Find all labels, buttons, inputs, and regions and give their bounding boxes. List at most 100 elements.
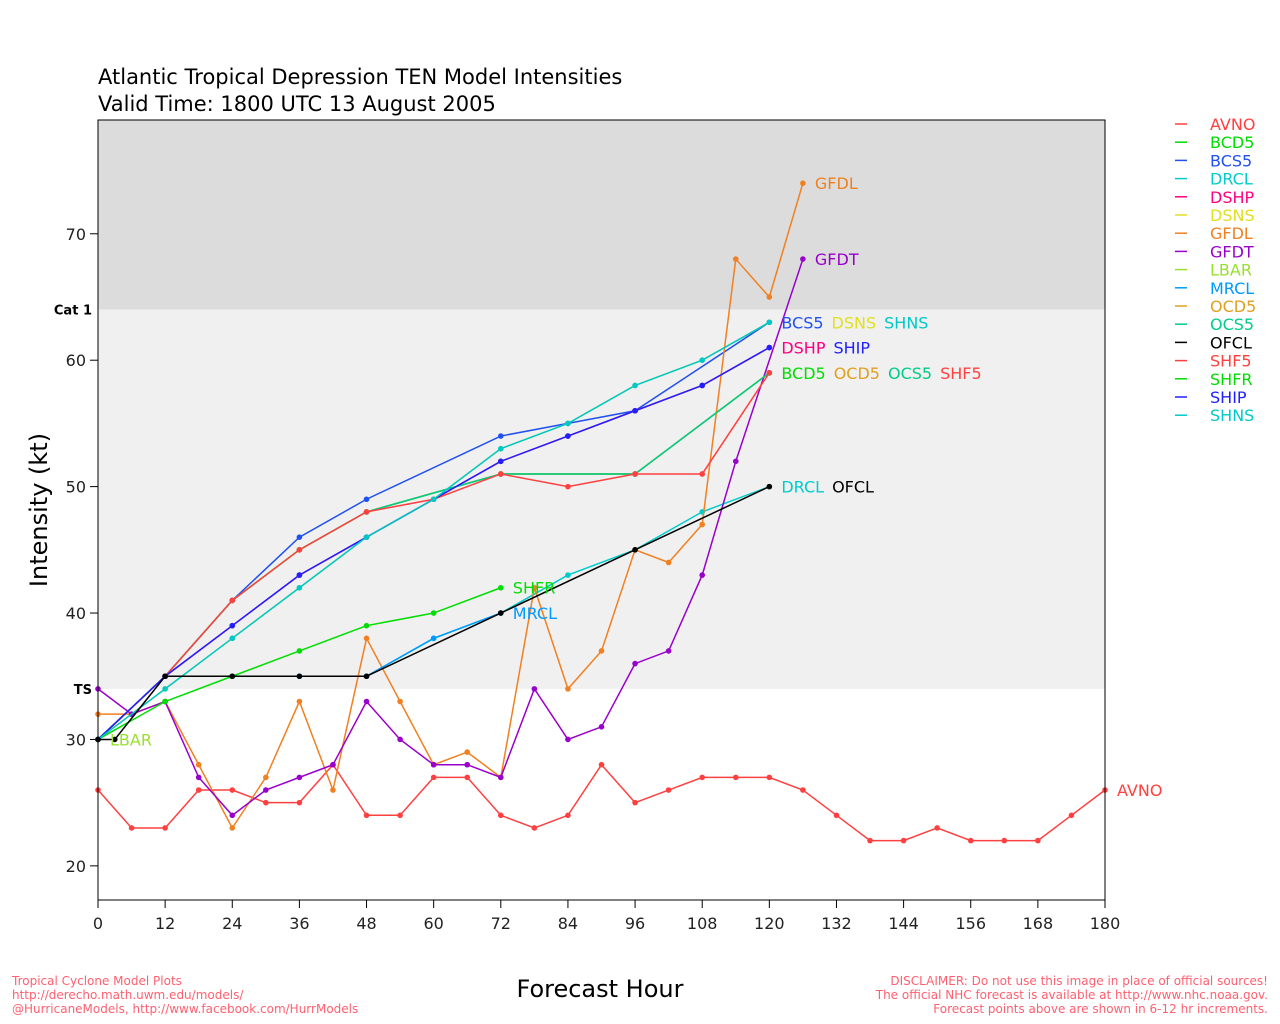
x-tick-label: 132	[821, 914, 852, 933]
data-point	[229, 787, 236, 793]
data-point	[967, 837, 974, 844]
legend-label: DSHP	[1210, 188, 1255, 207]
data-point	[229, 812, 236, 819]
data-point	[498, 445, 504, 452]
data-point	[296, 572, 303, 578]
data-point	[900, 837, 907, 844]
data-point	[632, 382, 638, 389]
data-point	[464, 774, 471, 781]
data-point	[632, 471, 638, 477]
data-point	[1035, 837, 1041, 844]
data-point	[162, 698, 168, 705]
series-end-label: LBAR	[110, 730, 152, 749]
data-point	[565, 483, 571, 490]
x-tick-label: 120	[754, 914, 785, 933]
series-end-label: MRCL	[513, 604, 557, 623]
data-point	[397, 812, 403, 819]
data-point	[296, 648, 303, 654]
data-point	[296, 547, 303, 553]
footer-link: @HurricaneModels, http://www.facebook.co…	[12, 1002, 358, 1016]
legend-item-ship: SHIP	[1175, 388, 1247, 407]
data-point	[800, 180, 806, 187]
data-point	[111, 736, 118, 743]
data-point	[766, 294, 773, 300]
series-end-label: BCD5	[781, 364, 825, 383]
legend-label: OCS5	[1210, 315, 1254, 334]
data-point	[363, 673, 370, 680]
legend-item-lbar: LBAR	[1175, 261, 1252, 280]
chart-subtitle: Valid Time: 1800 UTC 13 August 2005	[98, 92, 496, 116]
band-ts	[98, 309, 1105, 689]
data-point	[263, 799, 269, 806]
series-gfdt	[95, 256, 806, 819]
x-tick-label: 180	[1090, 914, 1121, 933]
data-point	[800, 256, 806, 262]
data-point	[363, 812, 370, 819]
data-point	[699, 357, 705, 363]
data-point	[833, 812, 840, 819]
data-point	[867, 837, 873, 844]
data-point	[531, 686, 538, 692]
legend-item-dsns: DSNS	[1175, 206, 1255, 225]
series-end-label: GFDL	[815, 174, 858, 193]
legend-label: LBAR	[1210, 261, 1252, 280]
x-tick-label: 48	[356, 914, 376, 933]
data-point	[598, 648, 605, 654]
footer-left: Tropical Cyclone Model Plots http://dere…	[11, 974, 358, 1016]
data-point	[498, 471, 504, 477]
data-point	[531, 584, 538, 591]
data-point	[1068, 812, 1075, 819]
disclaimer-line: Forecast points above are shown in 6-12 …	[933, 1002, 1268, 1016]
legend-item-ocd5: OCD5	[1175, 297, 1256, 316]
data-point	[397, 698, 403, 705]
data-point	[330, 787, 336, 793]
series-end-label: DRCL	[781, 478, 824, 497]
series-end-label: OFCL	[832, 478, 874, 497]
legend-item-dshp: DSHP	[1175, 188, 1255, 207]
data-point	[531, 825, 538, 831]
y-axis-label: Intensity (kt)	[25, 433, 53, 587]
legend-label: BCD5	[1210, 133, 1254, 152]
band-label: TS	[74, 683, 92, 698]
x-tick-label: 60	[423, 914, 443, 933]
data-point	[565, 736, 571, 743]
footer-link: http://derecho.math.uwm.edu/models/	[12, 988, 244, 1002]
data-point	[699, 382, 705, 389]
data-point	[263, 774, 269, 781]
legend-item-drcl: DRCL	[1175, 170, 1253, 189]
legend-item-shf5: SHF5	[1175, 352, 1252, 371]
data-point	[732, 256, 739, 262]
x-tick-label: 144	[888, 914, 919, 933]
legend-item-ocs5: OCS5	[1175, 315, 1254, 334]
data-point	[800, 787, 806, 793]
series-end-label: GFDT	[815, 250, 859, 269]
series-ofcl	[95, 483, 773, 743]
data-point	[699, 774, 705, 781]
data-point	[699, 471, 705, 477]
data-point	[565, 572, 571, 578]
data-point	[632, 547, 638, 553]
x-tick-label: 168	[1023, 914, 1054, 933]
legend: AVNOBCD5BCS5DRCLDSHPDSNSGFDLGFDTLBARMRCL…	[1175, 115, 1256, 425]
data-point	[296, 774, 303, 781]
x-tick-label: 84	[558, 914, 578, 933]
data-point	[464, 761, 471, 768]
data-point	[565, 812, 571, 819]
legend-label: DSNS	[1210, 206, 1255, 225]
series-end-label: DSNS	[832, 313, 877, 332]
axis-ticks: 0 12 24 36 48 60 72 84 96 108 120 132 144 156 168 180 20…	[66, 225, 1121, 933]
data-point	[363, 534, 370, 540]
series-end-label: BCS5	[781, 313, 823, 332]
y-tick-label: 50	[66, 478, 86, 497]
data-point	[732, 458, 739, 465]
data-point	[598, 724, 605, 730]
x-tick-label: 12	[155, 914, 175, 933]
band-cat-1	[98, 120, 1105, 310]
data-point	[665, 787, 672, 793]
x-tick-label: 108	[687, 914, 718, 933]
legend-item-avno: AVNO	[1175, 115, 1255, 134]
data-point	[498, 812, 504, 819]
data-point	[934, 825, 940, 831]
data-point	[195, 787, 202, 793]
